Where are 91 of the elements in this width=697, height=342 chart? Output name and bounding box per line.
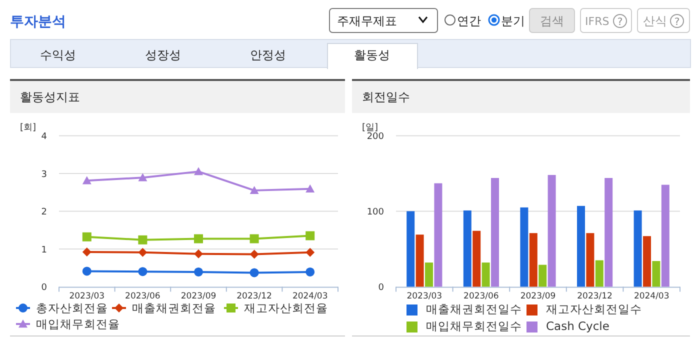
legend-label: 매입채무회전율 xyxy=(36,317,120,331)
text: 산식 xyxy=(643,14,667,28)
bar xyxy=(416,234,424,287)
point xyxy=(138,267,148,276)
bar xyxy=(434,183,442,287)
legend-label: Cash Cycle xyxy=(546,319,610,333)
bar xyxy=(643,236,651,287)
bar xyxy=(406,211,415,287)
text: 분기 xyxy=(501,14,525,28)
point xyxy=(138,235,148,244)
point xyxy=(194,267,203,276)
text: IFRS xyxy=(585,15,610,28)
legend-item: 총자산회전율 xyxy=(16,301,108,315)
legend-label: 재고자산회전율 xyxy=(244,301,328,315)
point xyxy=(138,248,148,257)
point xyxy=(250,268,259,278)
point xyxy=(306,184,315,193)
bar xyxy=(482,262,490,287)
x-tick-label: 2023/06 xyxy=(464,292,499,302)
y-tick-label: 4 xyxy=(41,132,48,142)
bar xyxy=(586,233,594,287)
point xyxy=(250,250,259,259)
legend-item: 매입채무회전일수 xyxy=(406,319,522,333)
point xyxy=(250,234,259,244)
text: 투자분석 xyxy=(10,14,66,30)
x-tick-label: 2023/03 xyxy=(406,292,442,302)
point xyxy=(306,248,315,257)
text: 성장성 xyxy=(145,48,181,62)
text: 수익성 xyxy=(40,48,76,62)
bar xyxy=(661,184,670,287)
chart-title: 활동성지표 xyxy=(20,90,80,104)
y-tick-label: 0 xyxy=(41,283,48,294)
point xyxy=(250,186,259,194)
x-tick-label: 2023/12 xyxy=(236,292,272,302)
bar xyxy=(472,230,481,287)
x-tick-label: 2023/12 xyxy=(577,292,612,302)
point xyxy=(82,176,92,184)
bar xyxy=(548,174,556,287)
legend-label: 매출채권회전일수 xyxy=(426,302,522,316)
point xyxy=(138,173,148,182)
legend-label: 매입채무회전일수 xyxy=(426,319,522,333)
bar xyxy=(595,260,604,287)
y-tick-label: 200 xyxy=(366,132,384,142)
bar xyxy=(652,261,660,287)
x-tick-label: 2023/09 xyxy=(520,292,556,302)
y-tick-label: 3 xyxy=(41,170,47,180)
y-tick-label: 0 xyxy=(378,283,384,294)
text: 주재무제표 xyxy=(337,14,397,28)
legend-label: 재고자산회전일수 xyxy=(546,302,642,316)
x-tick-label: 2023/09 xyxy=(180,292,216,302)
bar xyxy=(634,210,642,287)
x-tick-label: 2024/03 xyxy=(292,292,328,302)
point xyxy=(82,247,92,256)
y-axis-title: [회] xyxy=(20,123,36,133)
text: ? xyxy=(674,17,680,28)
chart-title: 회전일수 xyxy=(362,90,410,104)
bar xyxy=(520,207,528,287)
x-tick-label: 2024/03 xyxy=(634,292,670,302)
point xyxy=(82,266,92,276)
legend-item: 매출채권회전일수 xyxy=(406,302,522,316)
bar xyxy=(529,233,538,287)
text: 활동성 xyxy=(354,48,390,62)
legend-item: 재고자산회전일수 xyxy=(526,302,642,316)
y-tick-label: 1 xyxy=(41,245,47,256)
legend-label: 총자산회전율 xyxy=(36,301,108,315)
point xyxy=(194,249,203,258)
point xyxy=(82,232,92,242)
legend-item: 매입채무회전율 xyxy=(16,317,120,331)
x-tick-label: 2023/03 xyxy=(69,292,105,302)
point xyxy=(306,267,315,276)
point xyxy=(194,234,203,244)
bar xyxy=(604,178,613,287)
point xyxy=(194,167,203,176)
bar xyxy=(491,178,499,287)
legend-item: 재고자산회전율 xyxy=(224,301,328,315)
text: 안정성 xyxy=(250,48,286,62)
legend-item: Cash Cycle xyxy=(526,319,610,333)
y-axis-title: [일] xyxy=(362,123,378,133)
text: 검색 xyxy=(540,14,564,28)
legend-item: 매출채권회전율 xyxy=(112,301,216,315)
bar xyxy=(425,262,433,287)
text: 연간 xyxy=(457,14,481,28)
bar xyxy=(577,206,585,287)
bar xyxy=(463,210,472,287)
text: ? xyxy=(617,17,623,28)
legend-label: 매출채권회전율 xyxy=(132,301,216,315)
y-tick-label: 2 xyxy=(41,208,47,218)
y-tick-label: 100 xyxy=(366,208,384,218)
x-tick-label: 2023/06 xyxy=(125,292,160,302)
bar xyxy=(538,264,547,287)
point xyxy=(306,231,315,240)
